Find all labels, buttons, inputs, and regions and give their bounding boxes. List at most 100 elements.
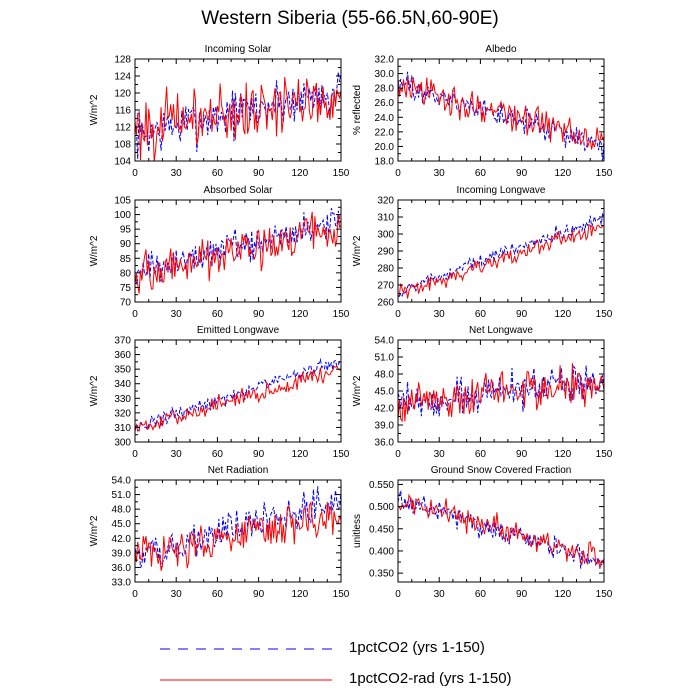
y-tick-label: 51.0 [112,490,132,501]
series-line-1pctCO2-rad [398,224,604,299]
y-tick-label: 36.0 [112,563,132,574]
series-line-1pctCO2-rad [398,493,604,569]
y-tick-label: 42.0 [112,534,132,545]
x-tick-label: 150 [596,589,613,600]
y-tick-label: 30.0 [375,69,395,80]
y-axis-label: unitless [352,514,363,548]
x-tick-label: 30 [171,309,183,320]
y-tick-label: 42.0 [375,404,395,415]
y-tick-label: 95 [120,225,132,236]
x-tick-label: 60 [475,309,487,320]
y-tick-label: 124 [114,72,131,83]
x-tick-label: 0 [132,168,138,179]
x-tick-label: 90 [516,168,528,179]
x-tick-label: 0 [132,449,138,460]
plot-frame [134,339,342,443]
x-tick-label: 0 [132,589,138,600]
x-tick-label: 150 [596,449,613,460]
y-tick-label: 70 [120,298,132,309]
y-tick-label: 39.0 [375,421,395,432]
y-tick-label: 22.0 [375,127,395,138]
series-line-1pctCO2 [398,212,604,298]
series-line-1pctCO2 [398,71,604,161]
x-tick-label: 60 [475,168,487,179]
y-tick-label: 0.450 [369,524,394,535]
panel-3: Incoming Longwave W/m^2 0 30 60 90 120 150 260 27… [352,185,613,320]
y-tick-label: 0.350 [369,569,394,580]
y-tick-label: 280 [377,264,394,275]
y-tick-label: 0.500 [369,502,394,513]
plot-frame [397,479,605,583]
x-tick-label: 120 [291,449,308,460]
y-tick-label: 54.0 [112,476,132,487]
y-tick-label: 310 [114,423,131,434]
panel-title: Incoming Solar [205,44,272,55]
x-tick-label: 150 [333,589,350,600]
series-line-1pctCO2 [398,364,604,417]
y-tick-label: 24.0 [375,113,395,124]
x-tick-label: 0 [395,168,401,179]
x-tick-label: 150 [596,309,613,320]
x-tick-label: 150 [333,309,350,320]
y-tick-label: 28.0 [375,84,395,95]
y-tick-label: 300 [377,230,394,241]
y-tick-label: 128 [114,55,131,66]
x-tick-label: 0 [132,309,138,320]
y-axis-label: W/m^2 [89,375,100,406]
y-tick-label: 45.0 [375,387,395,398]
panel-title: Net Radiation [208,465,269,476]
y-tick-label: 36.0 [375,438,395,449]
y-tick-label: 105 [114,196,131,207]
plot-frame [134,199,342,303]
y-tick-label: 33.0 [112,578,132,589]
x-tick-label: 0 [395,589,401,600]
series-line-1pctCO2-rad [135,77,341,161]
y-tick-label: 340 [114,379,131,390]
x-tick-label: 90 [253,168,265,179]
y-tick-label: 26.0 [375,98,395,109]
y-axis-label: W/m^2 [89,515,100,546]
y-tick-label: 90 [120,239,132,250]
x-tick-label: 30 [434,449,446,460]
x-tick-label: 120 [291,589,308,600]
panel-title: Absorbed Solar [204,185,274,196]
x-tick-label: 60 [212,168,224,179]
x-tick-label: 90 [253,309,265,320]
series-line-1pctCO2 [135,486,341,569]
panel-title: Net Longwave [469,325,533,336]
x-tick-label: 60 [475,449,487,460]
x-tick-label: 60 [212,309,224,320]
y-tick-label: 39.0 [112,548,132,559]
y-tick-label: 116 [115,106,131,117]
x-tick-label: 120 [554,168,571,179]
x-tick-label: 90 [516,449,528,460]
y-tick-label: 80 [120,268,132,279]
x-tick-label: 30 [171,168,183,179]
y-tick-label: 18.0 [375,157,395,168]
y-tick-label: 32.0 [375,55,395,66]
y-axis-label: W/m^2 [89,94,100,125]
y-tick-label: 370 [114,336,131,347]
panel-0: Incoming Solar W/m^2 0 30 60 90 120 150 104 108 11… [89,44,350,179]
panel-7: Ground Snow Covered Fraction unitless 0 30 6… [352,465,613,600]
x-tick-label: 60 [212,449,224,460]
y-tick-label: 75 [120,283,132,294]
x-tick-label: 90 [516,589,528,600]
panel-2: Absorbed Solar W/m^2 0 30 60 90 120 150 70 75 80 85… [89,185,350,320]
plot-frame [134,479,342,583]
x-tick-label: 30 [434,589,446,600]
y-tick-label: 320 [114,408,131,419]
series-line-1pctCO2-rad [135,211,341,294]
y-axis-label: W/m^2 [89,235,100,266]
y-tick-label: 45.0 [112,519,132,530]
y-tick-label: 120 [114,89,131,100]
y-tick-label: 54.0 [375,336,395,347]
x-tick-label: 90 [253,589,265,600]
x-tick-label: 60 [212,589,224,600]
x-tick-label: 60 [475,589,487,600]
y-tick-label: 290 [377,247,394,258]
y-tick-label: 104 [114,157,131,168]
x-tick-label: 30 [434,168,446,179]
y-tick-label: 270 [377,281,394,292]
x-tick-label: 120 [554,449,571,460]
